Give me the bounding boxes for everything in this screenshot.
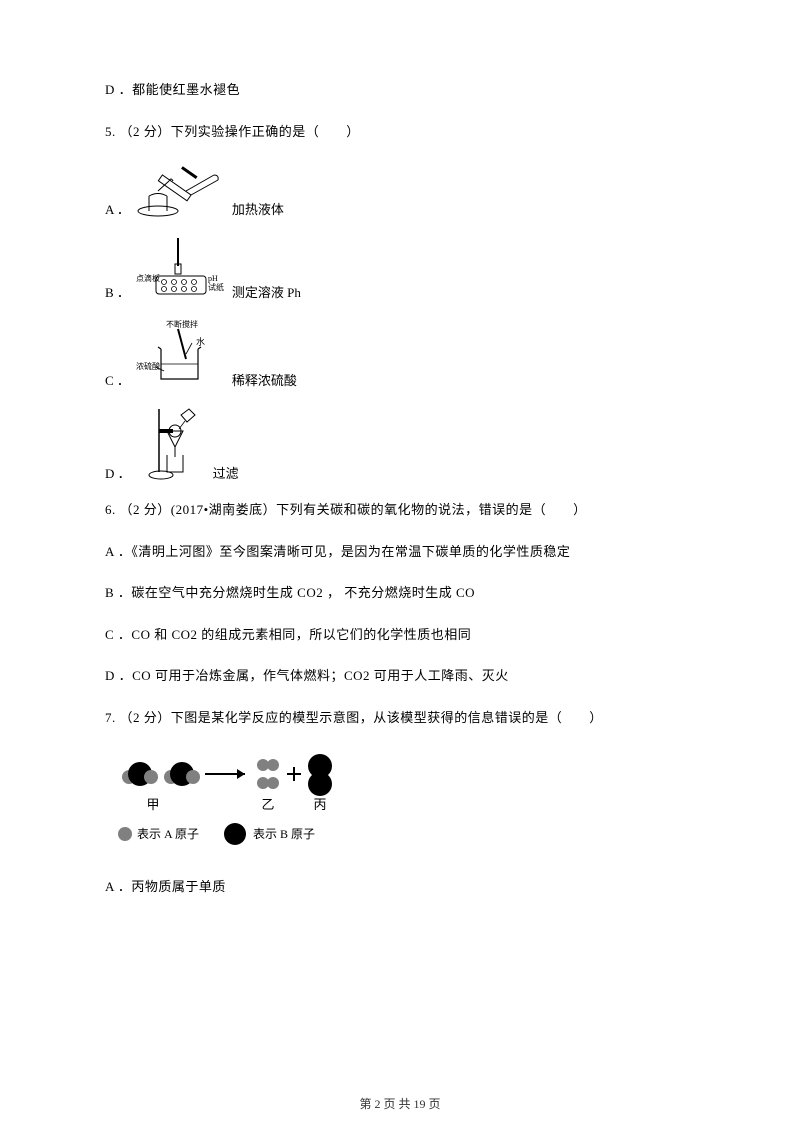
q6-option-a: A ．《清明上河图》至今图案清晰可见，是因为在常温下碳单质的化学性质稳定 xyxy=(105,542,695,562)
q6-option-c: C ．CO 和 CO2 的组成元素相同，所以它们的化学性质也相同 xyxy=(105,625,695,645)
q5-option-a: A ． 加热液体 xyxy=(105,163,695,218)
dilute-acid-diagram: 不断搅拌 水 浓硫酸 xyxy=(136,319,226,389)
svg-text:浓硫酸: 浓硫酸 xyxy=(136,361,160,371)
svg-text:表示 B 原子: 表示 B 原子 xyxy=(253,827,315,841)
q7-stem: 7. （2 分）下图是某化学反应的模型示意图，从该模型获得的信息错误的是（ ） xyxy=(105,708,695,728)
q7-option-a: A ．丙物质属于单质 xyxy=(105,877,695,897)
svg-text:pH: pH xyxy=(208,274,218,283)
svg-text:水: 水 xyxy=(196,336,205,347)
heating-liquid-diagram xyxy=(136,163,226,218)
q6-option-b: B ．碳在空气中充分燃烧时生成 CO2 ， 不充分燃烧时生成 CO xyxy=(105,583,695,603)
q5-option-b: B ． 点滴板 pH 试纸 测定溶液 Ph xyxy=(105,236,695,301)
svg-text:乙: 乙 xyxy=(261,797,274,812)
filter-diagram xyxy=(137,407,207,482)
q7-reaction-diagram: 甲 乙 丙 表示 A 原子 表示 B 原子 xyxy=(105,749,695,859)
option-text: 稀释浓硫酸 xyxy=(232,370,297,389)
q6-stem: 6. （2 分）(2017•湖南娄底）下列有关碳和碳的氧化物的说法，错误的是（ … xyxy=(105,500,695,520)
q5-option-d: D ． 过滤 xyxy=(105,407,695,482)
option-label: D ． xyxy=(105,463,131,482)
svg-text:甲: 甲 xyxy=(146,797,159,812)
svg-text:丙: 丙 xyxy=(313,797,326,812)
page-container: D ．都能使红墨水褪色 5. （2 分）下列实验操作正确的是（ ） A ． 加热… xyxy=(0,0,800,1132)
option-text: 测定溶液 Ph xyxy=(232,282,301,301)
q5-option-c: C ． 不断搅拌 水 浓硫酸 稀释浓硫酸 xyxy=(105,319,695,389)
svg-text:表示 A 原子: 表示 A 原子 xyxy=(137,827,199,841)
q5-stem: 5. （2 分）下列实验操作正确的是（ ） xyxy=(105,122,695,142)
svg-text:不断搅拌: 不断搅拌 xyxy=(166,319,198,329)
q6-option-d: D ．CO 可用于冶炼金属，作气体燃料；CO2 可用于人工降雨、灭火 xyxy=(105,666,695,686)
svg-text:点滴板: 点滴板 xyxy=(136,273,160,283)
option-label: B ． xyxy=(105,282,130,301)
ph-test-diagram: 点滴板 pH 试纸 xyxy=(136,236,226,301)
page-footer: 第 2 页 共 19 页 xyxy=(0,1095,800,1112)
q4-option-d: D ．都能使红墨水褪色 xyxy=(105,80,695,100)
svg-text:试纸: 试纸 xyxy=(208,282,224,292)
option-text: 加热液体 xyxy=(232,199,284,218)
option-text: 过滤 xyxy=(213,463,239,482)
option-label: C ． xyxy=(105,370,130,389)
option-label: A ． xyxy=(105,199,130,218)
